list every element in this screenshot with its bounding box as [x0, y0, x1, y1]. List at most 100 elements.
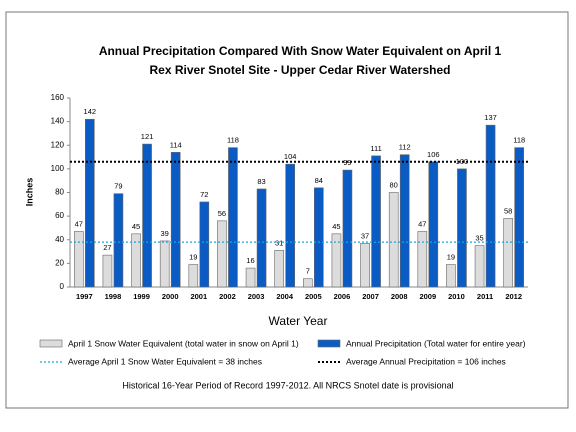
bar	[274, 250, 284, 288]
x-tick-label: 2008	[391, 292, 408, 301]
bar	[228, 147, 238, 288]
data-label: 121	[141, 132, 154, 141]
bar	[142, 143, 152, 288]
bar	[170, 152, 181, 288]
bar	[314, 187, 324, 288]
legend-swatch	[317, 339, 341, 348]
data-label: 118	[227, 136, 239, 145]
x-tick-label: 2007	[362, 292, 379, 301]
data-label: 56	[218, 209, 226, 218]
legend-label: Average Annual Precipitation = 106 inche…	[346, 356, 506, 366]
x-tick-label: 1998	[105, 292, 122, 301]
data-label: 114	[170, 140, 182, 149]
data-label: 31	[275, 238, 283, 247]
bar	[514, 147, 524, 288]
bar	[474, 245, 485, 288]
x-tick-label: 2004	[276, 292, 294, 301]
bar	[85, 118, 95, 288]
data-label: 100	[456, 157, 469, 166]
data-label: 84	[315, 176, 323, 185]
bar	[360, 242, 370, 288]
y-axis-label: Inches	[24, 178, 34, 207]
data-label: 111	[370, 144, 381, 153]
bar	[102, 254, 113, 288]
y-tick-label: 100	[51, 164, 65, 173]
x-tick-label: 1999	[133, 292, 150, 301]
x-tick-label: 2003	[248, 292, 265, 301]
bar	[256, 188, 267, 288]
y-tick-label: 20	[55, 258, 64, 267]
y-tick-label: 0	[60, 282, 65, 291]
y-tick-label: 80	[55, 188, 64, 197]
legend-swatch	[39, 339, 63, 348]
bar	[113, 193, 124, 288]
y-tick-label: 60	[55, 211, 64, 220]
bar	[399, 154, 410, 288]
bar	[371, 155, 381, 288]
bar	[428, 161, 439, 288]
chart-title: Annual Precipitation Compared With Snow …	[99, 44, 502, 58]
x-tick-label: 2000	[162, 292, 179, 301]
bar	[388, 192, 399, 288]
y-tick-label: 160	[51, 93, 65, 102]
bar	[457, 168, 467, 288]
bar	[74, 231, 84, 288]
bar	[188, 264, 199, 288]
data-label: 39	[161, 229, 169, 238]
y-tick-label: 40	[55, 235, 64, 244]
chart-subtitle: Rex River Snotel Site - Upper Cedar Rive…	[150, 63, 451, 77]
bar	[342, 169, 353, 288]
x-tick-label: 2002	[219, 292, 236, 301]
data-label: 104	[284, 152, 297, 161]
data-label: 80	[390, 180, 398, 189]
bar	[503, 218, 513, 288]
legend-label: April 1 Snow Water Equivalent (total wat…	[68, 338, 299, 348]
legend-label: Annual Precipitation (Total water for en…	[346, 338, 526, 348]
data-label: 37	[361, 231, 369, 240]
x-axis-label: Water Year	[269, 314, 328, 328]
data-label: 142	[84, 107, 97, 116]
bar	[131, 233, 141, 288]
y-tick-label: 120	[51, 140, 65, 149]
bar	[303, 278, 313, 288]
data-label: 45	[132, 222, 140, 231]
data-label: 35	[475, 234, 483, 243]
bar	[199, 201, 210, 288]
data-label: 7	[306, 267, 310, 276]
x-tick-label: 2011	[477, 292, 493, 301]
bar	[446, 264, 456, 288]
footnote: Historical 16-Year Period of Record 1997…	[122, 380, 453, 390]
data-label: 83	[257, 177, 265, 186]
x-tick-label: 2006	[334, 292, 351, 301]
data-label: 112	[399, 143, 411, 152]
x-tick-label: 2012	[505, 292, 522, 301]
data-label: 118	[513, 136, 525, 145]
data-label: 45	[332, 222, 340, 231]
x-tick-label: 2001	[190, 292, 207, 301]
data-label: 47	[418, 219, 426, 228]
data-label: 58	[504, 206, 512, 215]
bar	[331, 233, 342, 288]
y-tick-label: 140	[51, 117, 65, 126]
data-label: 16	[246, 256, 254, 265]
x-tick-label: 1997	[76, 292, 93, 301]
data-label: 72	[200, 190, 208, 199]
x-tick-label: 2010	[448, 292, 465, 301]
legend-label: Average April 1 Snow Water Equivalent = …	[68, 356, 262, 366]
data-label: 19	[447, 253, 455, 262]
data-label: 47	[75, 219, 83, 228]
data-label: 79	[114, 182, 122, 191]
data-label: 19	[189, 253, 197, 262]
bar	[485, 124, 496, 288]
bar	[159, 240, 170, 288]
bar	[417, 231, 428, 288]
data-label: 106	[427, 150, 440, 159]
data-label: 27	[103, 243, 111, 252]
data-label: 137	[484, 113, 497, 122]
bar	[285, 163, 295, 288]
x-tick-label: 2005	[305, 292, 322, 301]
x-tick-label: 2009	[419, 292, 436, 301]
bar	[217, 220, 227, 288]
bar	[245, 267, 256, 288]
